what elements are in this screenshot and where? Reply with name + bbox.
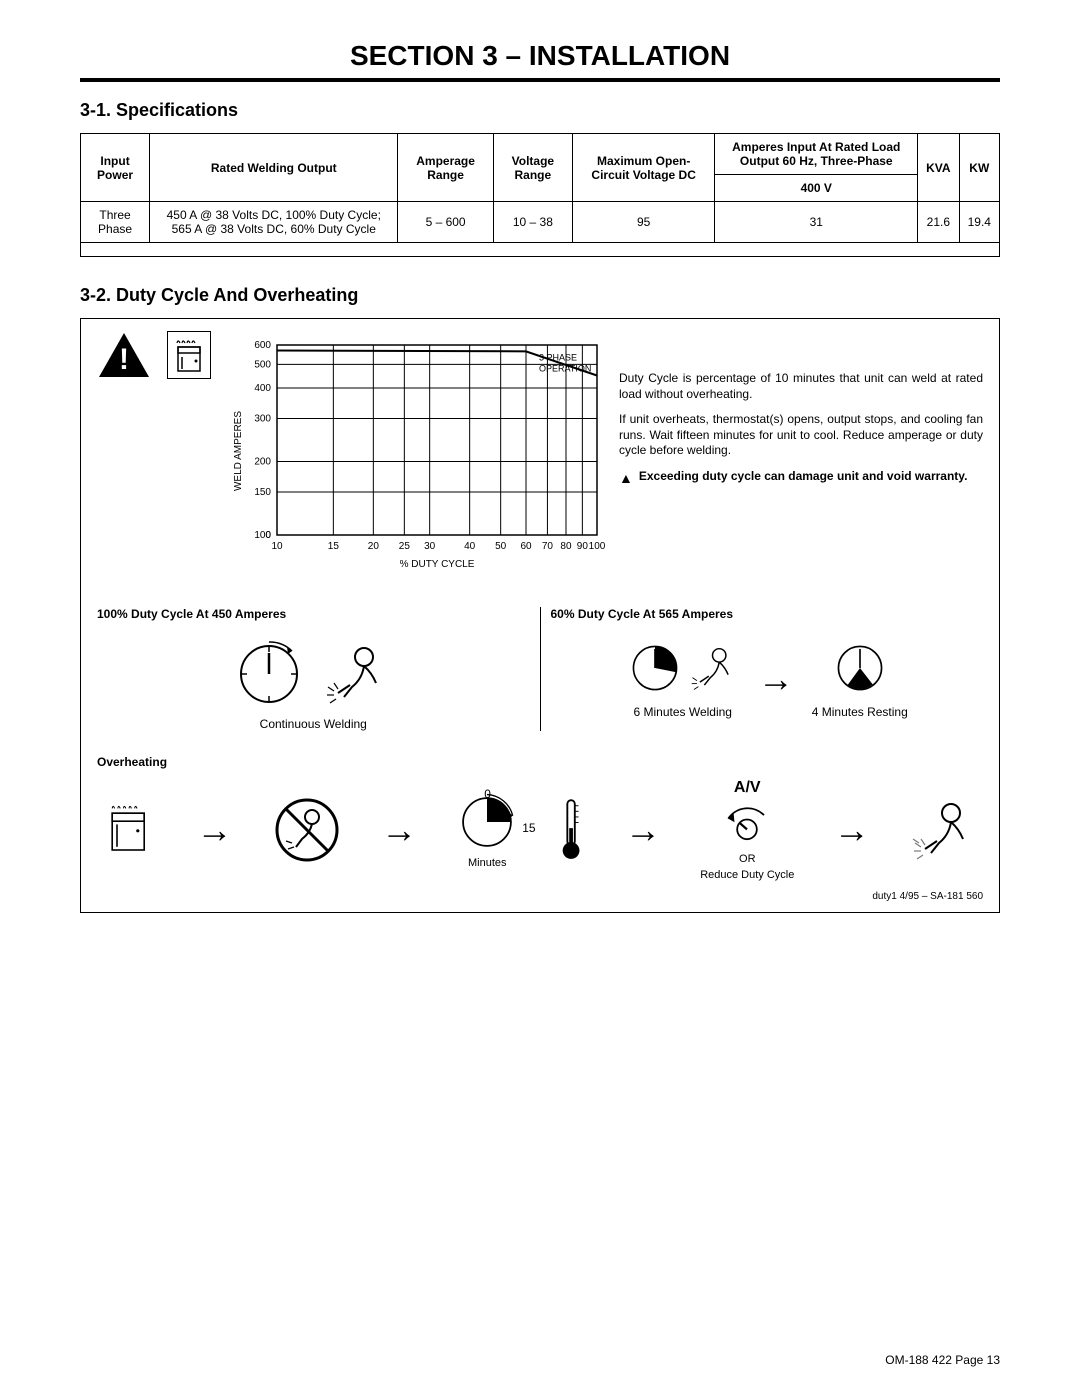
caption-continuous: Continuous Welding (97, 717, 530, 731)
label-av: A/V (734, 779, 761, 797)
arrow-icon-3: → (381, 809, 417, 851)
clock-4min-icon (831, 639, 889, 697)
heading-60pct: 60% Duty Cycle At 565 Amperes (551, 607, 984, 621)
table-spacer (81, 243, 1000, 257)
heading-100pct: 100% Duty Cycle At 450 Amperes (97, 607, 530, 621)
label-minutes: Minutes (468, 857, 507, 869)
th-amperage-range: Amperage Range (398, 134, 493, 202)
resume-welding-icon (909, 795, 979, 865)
section-title: SECTION 3 – INSTALLATION (80, 40, 1000, 82)
arrow-icon: → (758, 658, 794, 700)
th-rated-output: Rated Welding Output (150, 134, 398, 202)
td-voltage: 10 – 38 (493, 202, 572, 243)
label-reduce: Reduce Duty Cycle (700, 869, 794, 881)
chart-ylabel: WELD AMPERES (233, 411, 244, 491)
svg-text:90: 90 (577, 541, 589, 552)
arrow-icon-4: → (625, 809, 661, 851)
td-amperage: 5 – 600 (398, 202, 493, 243)
th-max-ocv: Maximum Open-Circuit Voltage DC (572, 134, 714, 202)
overheating-sequence: → → 0 15 Minutes (97, 779, 983, 881)
th-amperes-input: Amperes Input At Rated Load Output 60 Hz… (715, 134, 918, 175)
warning-note: ▲ Exceeding duty cycle can damage unit a… (619, 469, 983, 487)
warning-triangle-small-icon: ▲ (619, 469, 633, 487)
svg-text:200: 200 (254, 456, 271, 467)
svg-text:20: 20 (368, 541, 380, 552)
label-zero: 0 (484, 787, 491, 801)
svg-text:300: 300 (254, 414, 271, 425)
th-400v: 400 V (715, 175, 918, 202)
svg-text:0: 0 (265, 530, 271, 541)
chart-side-text: Duty Cycle is percentage of 10 minutes t… (619, 331, 983, 571)
svg-text:400: 400 (254, 383, 271, 394)
svg-text:60: 60 (520, 541, 532, 552)
duty-cycle-chart: 600 500 400 300 200 150 100 010 15 20 25 30 40 50 60 70… (227, 331, 607, 571)
chart-xlabel: % DUTY CYCLE (400, 559, 475, 570)
svg-text:OPERATION: OPERATION (539, 363, 591, 373)
td-rated-output: 450 A @ 38 Volts DC, 100% Duty Cycle; 56… (150, 202, 398, 243)
svg-text:!: ! (119, 343, 129, 376)
th-input-power: Input Power (81, 134, 150, 202)
duty-cycle-description: Duty Cycle is percentage of 10 minutes t… (619, 371, 983, 402)
arrow-icon-5: → (834, 809, 870, 851)
svg-text:70: 70 (542, 541, 554, 552)
specifications-table: Input Power Rated Welding Output Amperag… (80, 133, 1000, 257)
arrow-icon-2: → (196, 809, 232, 851)
td-input-power: Three Phase (81, 202, 150, 243)
caption-6min: 6 Minutes Welding (633, 705, 732, 719)
duty-cycle-examples: 100% Duty Cycle At 450 Amperes (97, 607, 983, 731)
th-kva: KVA (918, 134, 959, 202)
svg-text:15: 15 (328, 541, 340, 552)
svg-text:600: 600 (254, 340, 271, 351)
thermometer-icon (558, 796, 586, 864)
warning-text: Exceeding duty cycle can damage unit and… (639, 469, 968, 487)
svg-text:10: 10 (271, 541, 283, 552)
label-15: 15 (522, 821, 535, 835)
welder-icon (322, 639, 392, 709)
svg-text:150: 150 (254, 487, 271, 498)
svg-text:30: 30 (424, 541, 436, 552)
svg-text:50: 50 (495, 541, 507, 552)
clock-6min-icon (626, 639, 684, 697)
table-row: Three Phase 450 A @ 38 Volts DC, 100% Du… (81, 202, 1000, 243)
hot-machine-icon (101, 798, 157, 862)
td-kva: 21.6 (918, 202, 959, 243)
duty-cycle-box: ! 60050040030020015010001015202530405060… (80, 318, 1000, 913)
th-kw: KW (959, 134, 999, 202)
th-voltage-range: Voltage Range (493, 134, 572, 202)
reference-code: duty1 4/95 – SA-181 560 (97, 891, 983, 902)
clock-full-icon (234, 639, 304, 709)
no-welding-icon (272, 795, 342, 865)
caption-4min: 4 Minutes Resting (812, 705, 908, 719)
svg-text:25: 25 (399, 541, 411, 552)
svg-text:100: 100 (589, 541, 606, 552)
heading-overheating: Overheating (97, 755, 983, 769)
welder-icon-2 (688, 642, 740, 694)
td-400v: 31 (715, 202, 918, 243)
svg-text:80: 80 (560, 541, 572, 552)
reduce-dial-icon (712, 799, 782, 849)
overheat-description: If unit overheats, thermostat(s) opens, … (619, 412, 983, 459)
subsection-duty-cycle: 3-2. Duty Cycle And Overheating (80, 285, 1000, 306)
svg-text:40: 40 (464, 541, 476, 552)
svg-text:3 PHASE: 3 PHASE (539, 352, 577, 362)
page-footer: OM-188 422 Page 13 (885, 1353, 1000, 1367)
subsection-specifications: 3-1. Specifications (80, 100, 1000, 121)
machine-icon (167, 331, 211, 379)
td-ocv: 95 (572, 202, 714, 243)
warning-triangle-icon: ! (97, 331, 151, 379)
label-or: OR (739, 853, 756, 865)
svg-text:500: 500 (254, 359, 271, 370)
td-kw: 19.4 (959, 202, 999, 243)
